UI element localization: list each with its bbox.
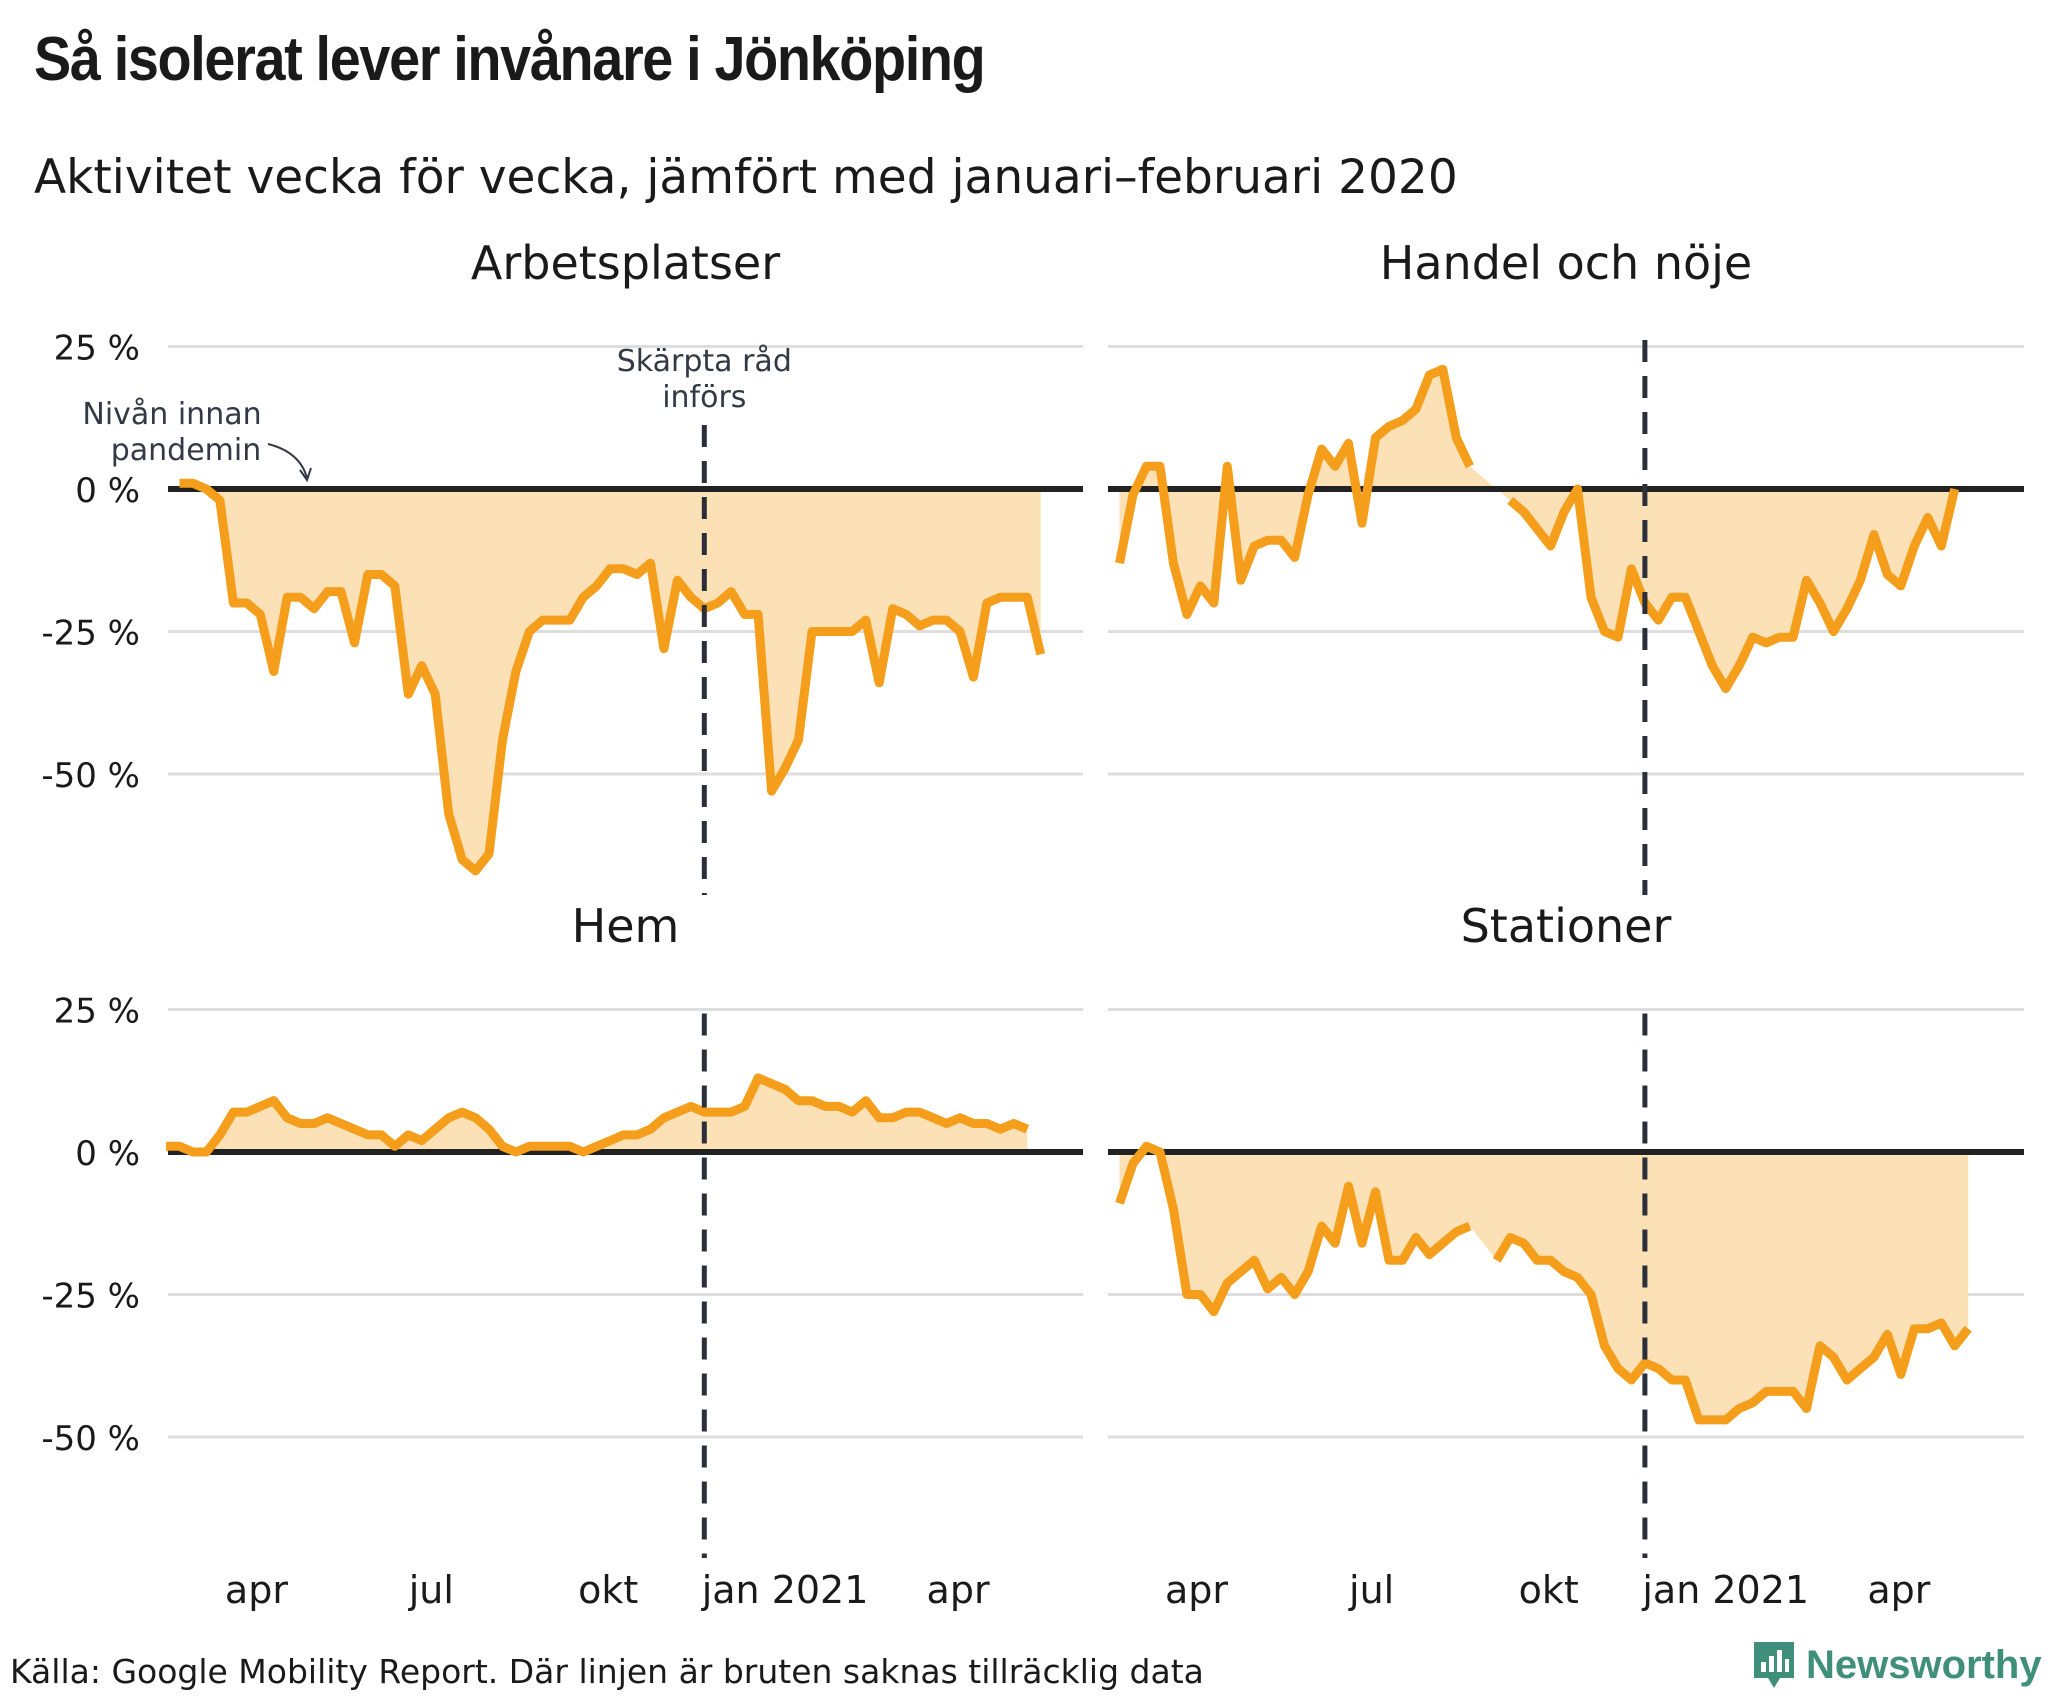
series-line [1115,1141,1472,1317]
panel-title: Stationer [1461,899,1672,953]
panel-stationer: Stationer apr jul okt jan 2021 apr [1108,899,2024,1612]
x-tick-label: jan 2021 [701,1568,869,1612]
baseline-annotation: Nivån innan [82,397,261,432]
area-fill [1119,1146,1969,1420]
x-tick-label: okt [578,1568,638,1612]
y-tick-label: -25 % [41,614,140,654]
x-tick-label: apr [1165,1568,1228,1612]
source-note: Källa: Google Mobility Report. Där linje… [10,1652,1204,1691]
y-tick-label: 0 % [75,471,140,511]
series-line [1507,484,1960,693]
series-line [179,478,1046,876]
panel-title: Handel och nöje [1380,236,1752,290]
y-tick-label: 0 % [75,1134,140,1174]
y-tick-label: 25 % [54,329,140,369]
annotation-arrowhead [299,467,312,483]
series-line [1115,364,1474,619]
x-tick-label: apr [1867,1568,1930,1612]
panel-title: Hem [572,899,680,953]
area-fill [179,483,1041,871]
series-line [166,1073,1030,1157]
area-fill [166,1077,1028,1152]
marker-label: Skärpta råd [617,344,792,379]
newsworthy-logo-icon [1754,1642,1794,1688]
x-tick-label: okt [1519,1568,1579,1612]
marker-label: införs [662,380,746,415]
x-tick-label: jul [1348,1568,1394,1612]
x-tick-label: jan 2021 [1641,1568,1809,1612]
newsworthy-logo: Newsworthy [1752,1640,2042,1690]
series-line [1492,1233,1972,1425]
y-tick-label: -50 % [41,1419,140,1459]
y-tick-label: -50 % [41,756,140,796]
x-tick-label: apr [225,1568,288,1612]
chart-title: Så isolerat lever invånare i Jönköping [34,25,986,94]
x-tick-label: apr [927,1568,990,1612]
panel-handel-och-nöje: Handel och nöje [1108,236,2024,895]
annotation-arrow [267,443,308,479]
y-tick-label: -25 % [41,1277,140,1317]
panel-title: Arbetsplatser [471,236,780,290]
brand-name: Newsworthy [1806,1642,2042,1687]
y-tick-label: 25 % [54,992,140,1032]
baseline-annotation: pandemin [111,433,262,468]
chart-subtitle: Aktivitet vecka för vecka, jämfört med j… [34,150,1458,205]
panel-hem: 25 % 0 % -25 % -50 % Hem apr jul okt jan 2021 apr [41,899,1083,1612]
panel-arbetsplatser: 25 % 0 % -25 % -50 % Arbetsplatser Skärpta rå… [41,236,1083,895]
x-tick-label: jul [408,1568,454,1612]
